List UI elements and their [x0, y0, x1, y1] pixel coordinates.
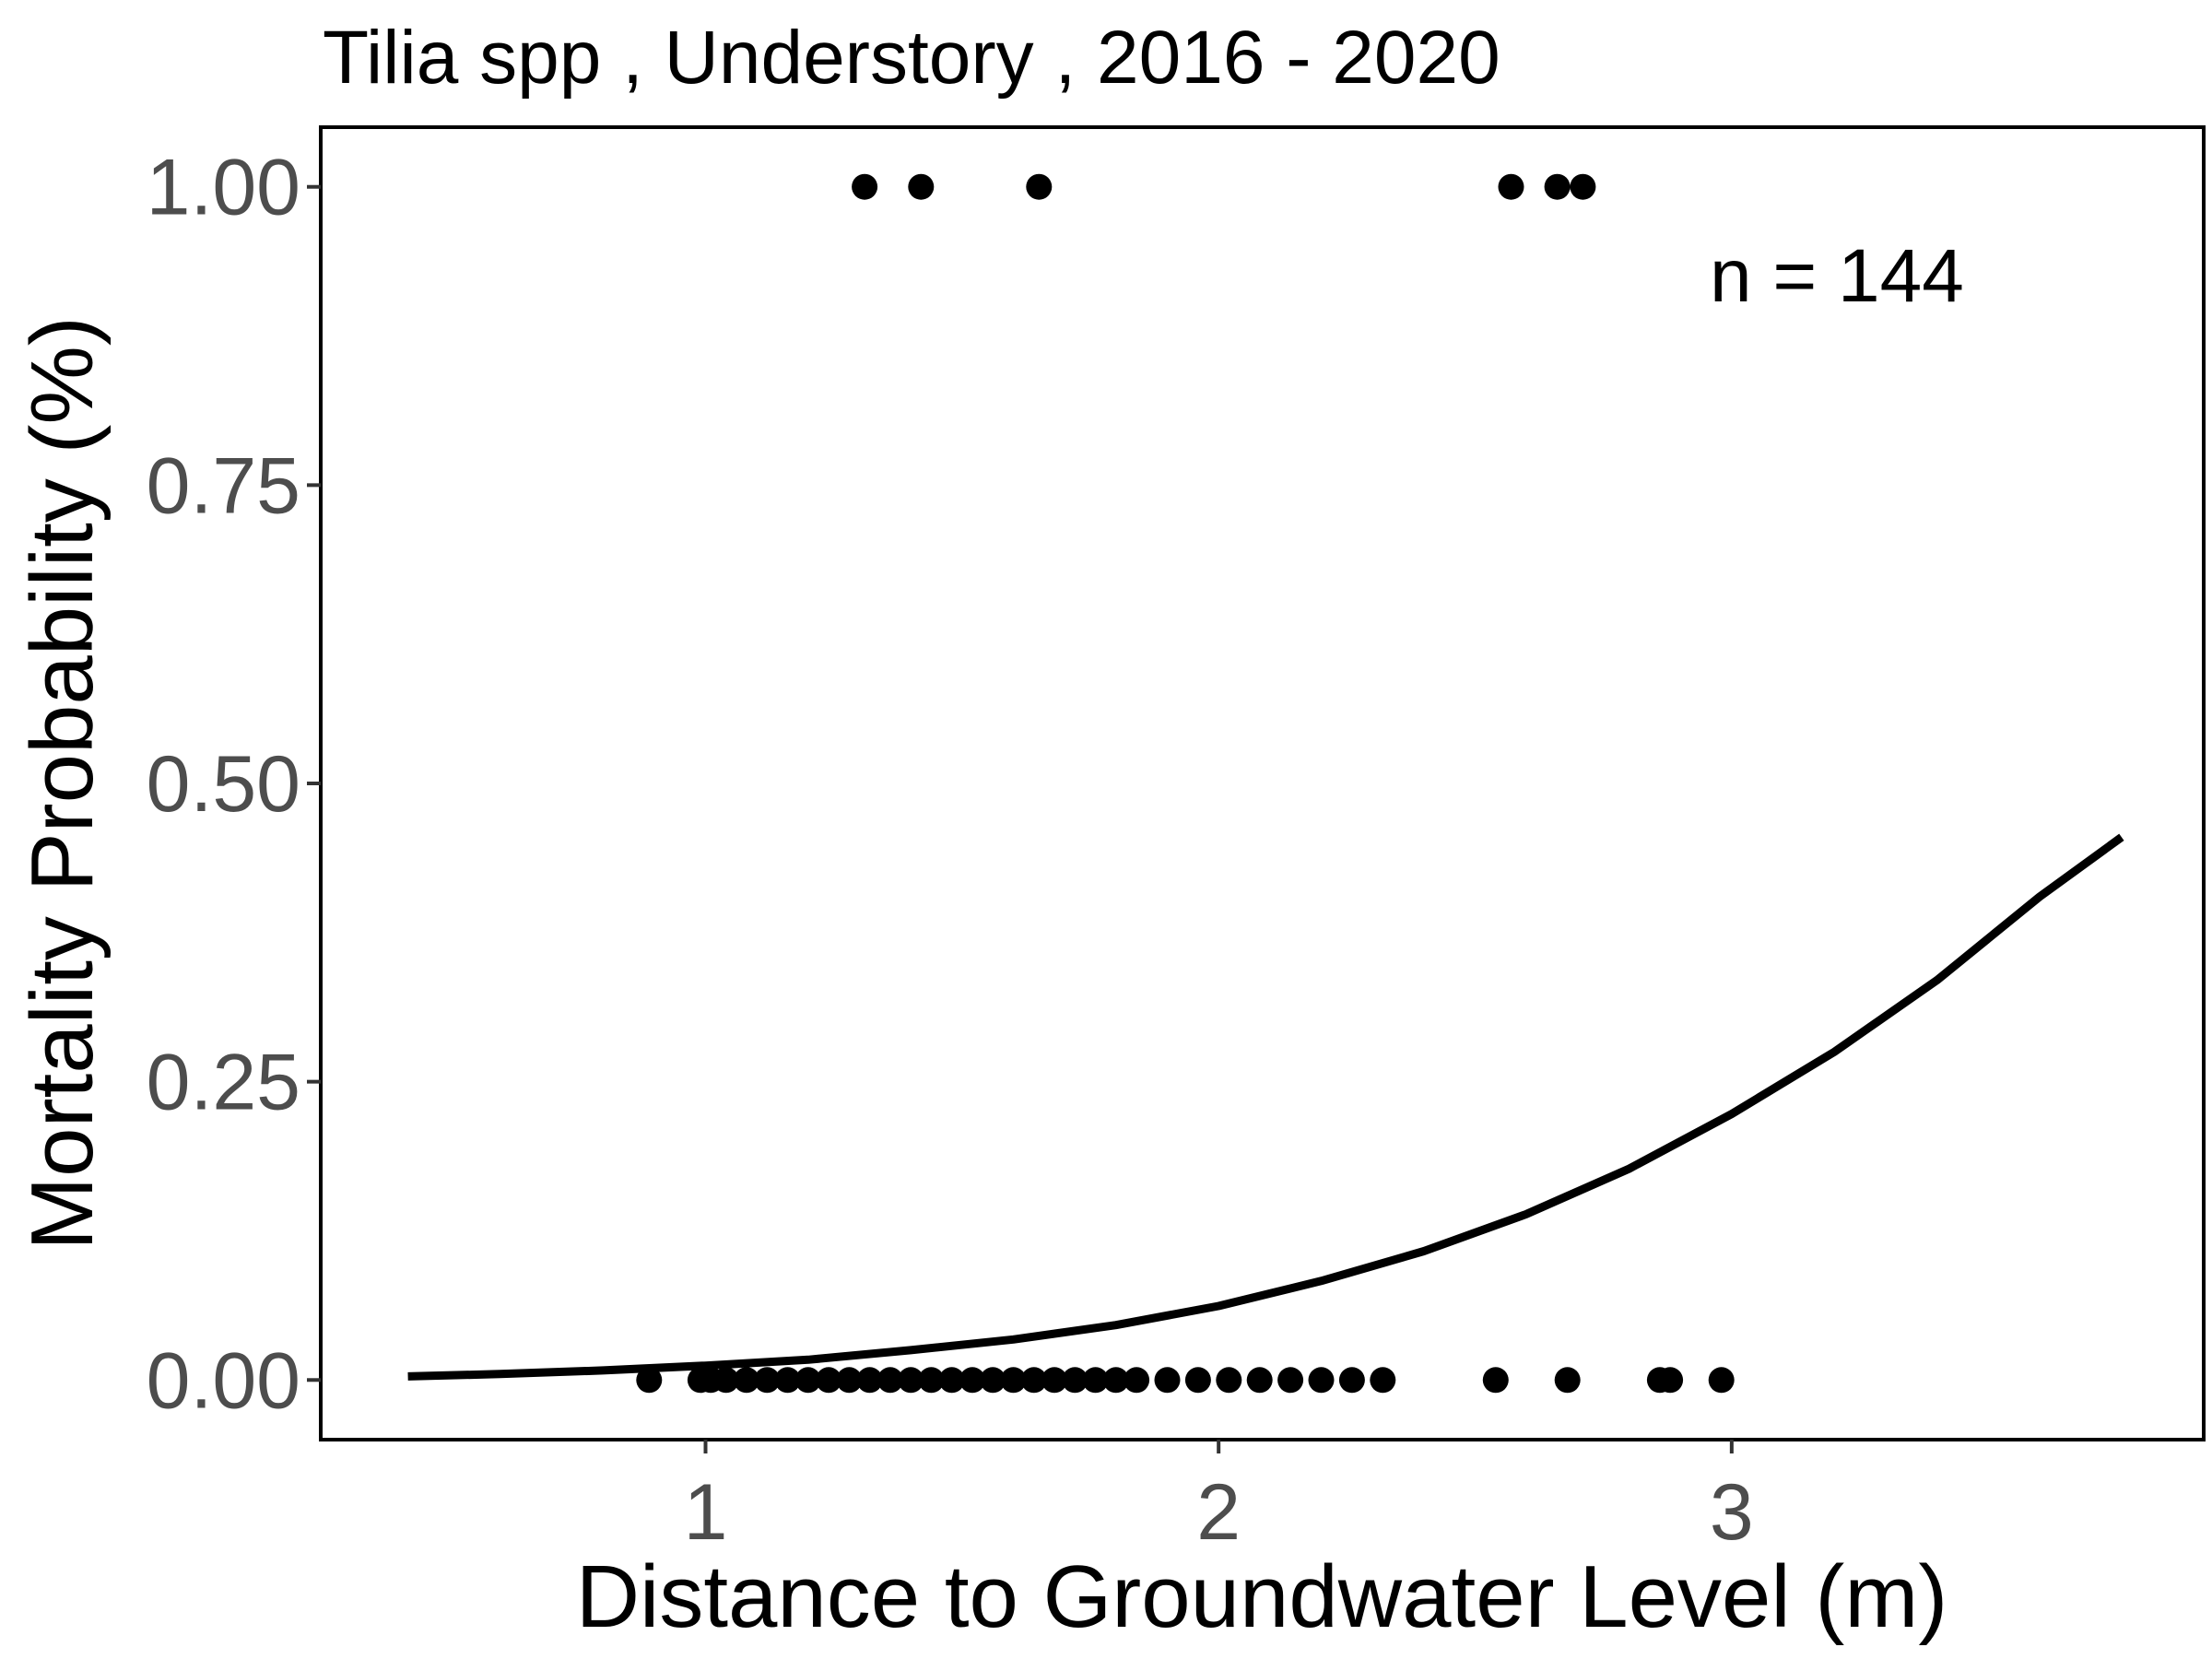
- y-tick-label: 0.50: [147, 740, 300, 829]
- data-point: [1000, 1367, 1027, 1394]
- x-tick-label: 2: [1196, 1468, 1241, 1557]
- y-tick-label: 0.00: [147, 1336, 300, 1425]
- data-point: [1082, 1367, 1109, 1394]
- data-point: [734, 1367, 759, 1394]
- data-points-layer: [636, 173, 1735, 1394]
- data-point: [1041, 1367, 1067, 1394]
- data-point: [1544, 173, 1571, 200]
- data-point: [908, 173, 935, 200]
- data-point: [938, 1367, 965, 1394]
- data-point: [877, 1367, 903, 1394]
- data-point: [1184, 1367, 1211, 1394]
- y-axis-title: Mortality Probability (%): [13, 316, 112, 1251]
- x-axis: 1 2 3: [684, 1440, 1754, 1557]
- data-point: [1277, 1367, 1304, 1394]
- data-point: [852, 173, 878, 200]
- data-point: [1708, 1367, 1735, 1394]
- data-point: [1026, 173, 1053, 200]
- data-point: [1020, 1367, 1047, 1394]
- data-point: [1370, 1367, 1396, 1394]
- data-point: [774, 1367, 801, 1394]
- x-axis-title: Distance to Groundwater Level (m): [576, 1547, 1948, 1646]
- data-point: [1482, 1367, 1509, 1394]
- data-point: [816, 1367, 842, 1394]
- plot-panel: [319, 125, 2206, 1441]
- data-point: [856, 1367, 883, 1394]
- data-point: [1498, 173, 1524, 200]
- data-point: [1102, 1367, 1129, 1394]
- y-tick-label: 0.25: [147, 1039, 300, 1127]
- data-point: [1246, 1367, 1273, 1394]
- data-point: [898, 1367, 924, 1394]
- data-point: [959, 1367, 985, 1394]
- data-point: [1657, 1367, 1684, 1394]
- data-point: [1570, 173, 1596, 200]
- data-point: [1554, 1367, 1581, 1394]
- fitted-curve-line: [407, 833, 2124, 1381]
- data-point: [980, 1367, 1006, 1394]
- fitted-curve-layer: [407, 833, 2124, 1381]
- x-tick-label: 3: [1710, 1468, 1754, 1557]
- y-tick-label: 0.75: [147, 441, 300, 530]
- data-point: [1062, 1367, 1088, 1394]
- data-point: [794, 1367, 821, 1394]
- x-tick-label: 1: [684, 1468, 728, 1557]
- chart-title: Tilia spp , Understory , 2016 - 2020: [323, 16, 1500, 100]
- y-axis: 0.00 0.25 0.50 0.75 1.00: [147, 144, 321, 1425]
- data-point: [1308, 1367, 1335, 1394]
- data-point: [918, 1367, 945, 1394]
- data-point: [1124, 1367, 1150, 1394]
- data-point: [1338, 1367, 1365, 1394]
- data-point: [1154, 1367, 1181, 1394]
- data-point: [1216, 1367, 1242, 1394]
- data-point: [836, 1367, 863, 1394]
- data-point: [636, 1367, 663, 1394]
- sample-size-annotation: n = 144: [1710, 234, 1964, 318]
- data-point: [754, 1367, 781, 1394]
- data-point: [712, 1367, 739, 1394]
- y-tick-label: 1.00: [147, 144, 300, 232]
